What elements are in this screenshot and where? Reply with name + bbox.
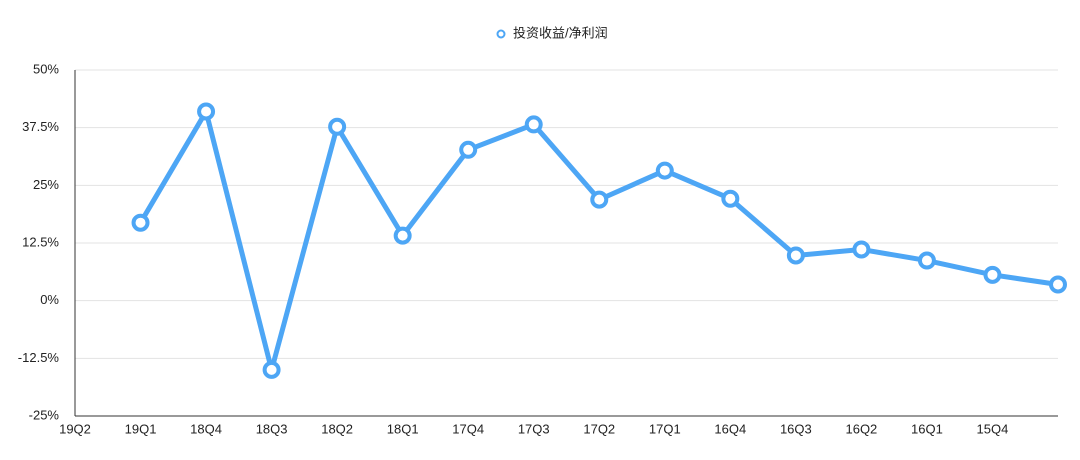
- y-tick-label: 37.5%: [22, 119, 59, 134]
- data-point: [917, 251, 936, 270]
- x-tick-label: 16Q1: [911, 421, 943, 436]
- x-tick-label: 16Q2: [845, 421, 877, 436]
- data-point: [459, 140, 478, 159]
- x-tick-label: 17Q4: [452, 421, 484, 436]
- x-tick-label: 19Q1: [125, 421, 157, 436]
- y-tick-label: 12.5%: [22, 234, 59, 249]
- data-point: [786, 246, 805, 265]
- x-tick-label: 18Q1: [387, 421, 419, 436]
- legend-label: 投资收益/净利润: [513, 25, 608, 40]
- data-point: [852, 240, 871, 259]
- y-tick-label: -12.5%: [18, 350, 60, 365]
- x-tick-label: 19Q2: [59, 421, 91, 436]
- data-point: [393, 226, 412, 245]
- x-tick-label: 18Q3: [256, 421, 288, 436]
- data-point: [655, 161, 674, 180]
- x-tick-label: 17Q3: [518, 421, 550, 436]
- data-point: [131, 213, 150, 232]
- x-tick-label: 17Q1: [649, 421, 681, 436]
- legend-marker: [496, 29, 506, 39]
- series-line: [138, 109, 1059, 373]
- data-point: [328, 117, 347, 136]
- data-point: [721, 189, 740, 208]
- y-tick-label: 0%: [40, 292, 59, 307]
- data-point: [197, 102, 216, 121]
- y-tick-label: 25%: [33, 177, 59, 192]
- y-tick-label: -25%: [29, 407, 60, 422]
- x-tick-label: 17Q2: [583, 421, 615, 436]
- x-tick-label: 15Q4: [977, 421, 1009, 436]
- data-point: [1049, 275, 1067, 294]
- x-tick-label: 16Q3: [780, 421, 812, 436]
- x-tick-label: 18Q4: [190, 421, 222, 436]
- y-tick-label: 50%: [33, 61, 59, 76]
- data-point: [590, 190, 609, 209]
- x-tick-label: 16Q4: [714, 421, 746, 436]
- data-point: [262, 360, 281, 379]
- x-tick-label: 18Q2: [321, 421, 353, 436]
- data-point: [524, 115, 543, 134]
- data-point: [983, 265, 1002, 284]
